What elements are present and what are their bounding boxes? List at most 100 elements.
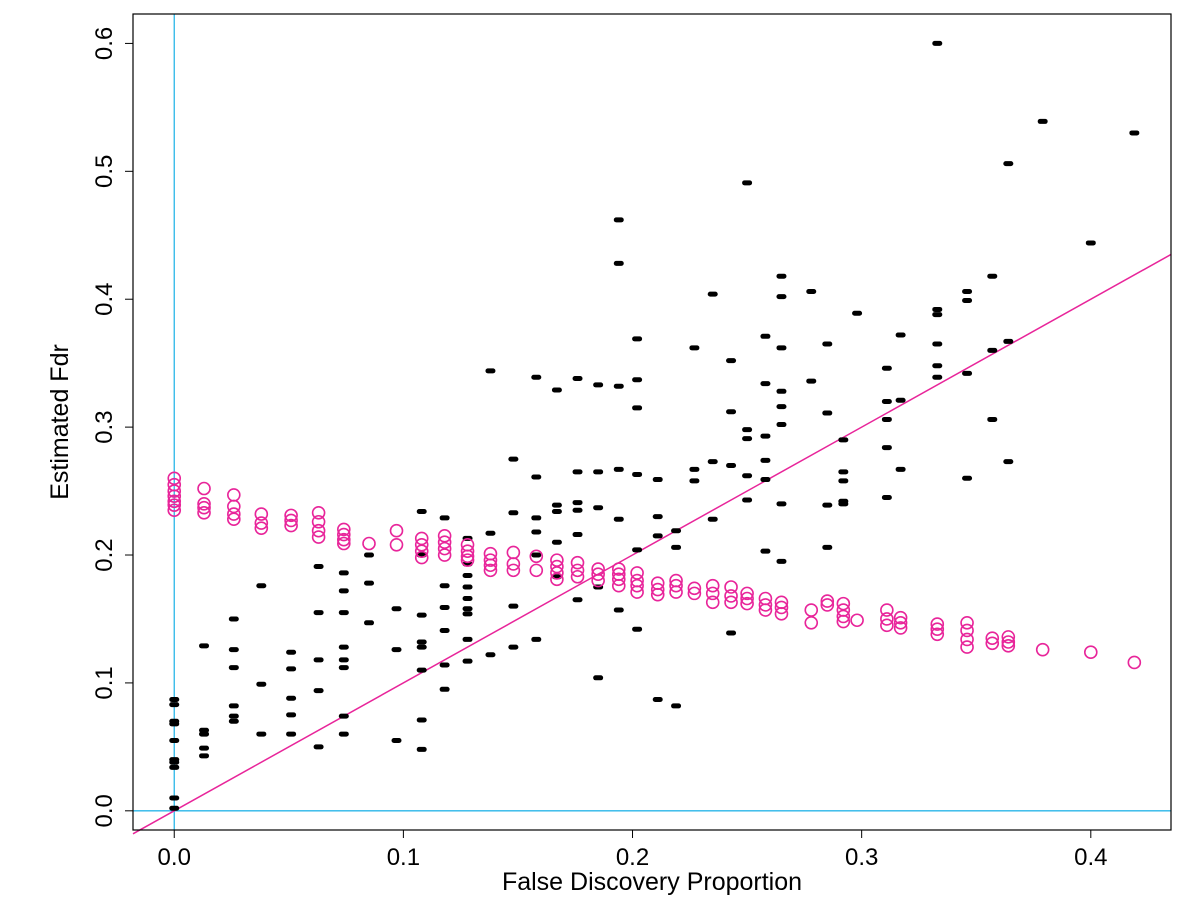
data-point-black [1003, 459, 1014, 465]
data-point-pink [483, 563, 498, 578]
data-point-pink [705, 586, 720, 601]
data-point-black [932, 374, 943, 380]
data-point-black [593, 382, 604, 388]
data-point-black [169, 757, 180, 763]
data-point-pink [1001, 639, 1016, 653]
data-point-black [338, 731, 349, 737]
data-point-black [439, 662, 450, 668]
data-point-black [416, 644, 427, 650]
data-point-pink [724, 595, 738, 610]
data-point-black [286, 731, 297, 737]
data-point-pink [669, 578, 683, 593]
data-point-black [416, 667, 427, 673]
y-axis-label: Estimated Fdr [46, 344, 74, 500]
data-point-black [776, 558, 787, 564]
data-point-pink [740, 596, 754, 611]
data-point-black [726, 409, 737, 415]
data-point-pink [197, 481, 211, 496]
data-point-pink [550, 572, 564, 587]
data-point-pink [227, 512, 241, 527]
data-point-black [462, 611, 473, 617]
data-point-black [169, 697, 180, 703]
data-point-black [760, 333, 771, 339]
data-point-black [256, 583, 267, 589]
data-point-black [838, 469, 849, 475]
data-point-black [364, 552, 375, 558]
data-point-black [508, 510, 519, 516]
data-point-pink [1001, 630, 1016, 644]
data-point-black [169, 737, 180, 743]
data-point-black [256, 731, 267, 737]
data-point-black [895, 466, 906, 472]
data-point-pink [311, 523, 326, 538]
data-point-black [613, 383, 624, 389]
data-point-black [613, 516, 624, 522]
data-point-pink [611, 578, 626, 593]
data-point-black [742, 436, 753, 442]
data-point-pink [705, 578, 720, 593]
data-point-black [671, 703, 682, 709]
data-point-pink [820, 594, 835, 608]
data-point-black [962, 297, 973, 303]
data-point-black [593, 505, 604, 511]
data-point-black [726, 462, 737, 468]
data-point-black [742, 497, 753, 503]
data-point-pink [227, 507, 241, 521]
data-point-black [613, 217, 624, 223]
data-point-black [508, 456, 519, 462]
data-point-black [689, 466, 700, 472]
plot-frame [132, 13, 1172, 831]
data-point-pink [740, 591, 754, 606]
data-point-black [551, 509, 562, 515]
data-point-pink [197, 506, 211, 520]
data-point-black [806, 378, 817, 384]
data-point-black [338, 610, 349, 616]
data-point-black [391, 647, 402, 653]
data-point-pink [774, 600, 789, 615]
data-point-pink [460, 544, 475, 558]
data-point-black [439, 515, 450, 521]
data-point-black [313, 564, 324, 570]
data-point-black [632, 336, 643, 342]
data-point-pink [960, 616, 974, 630]
data-point-pink [1035, 642, 1050, 657]
data-point-black [881, 494, 892, 500]
data-point-black [199, 643, 210, 649]
reference-lines [132, 14, 1172, 835]
data-point-pink [437, 541, 452, 556]
data-point-pink [167, 498, 182, 512]
data-point-pink [197, 497, 211, 511]
data-point-pink [506, 545, 521, 560]
data-point-black [1037, 118, 1048, 124]
data-point-black [338, 657, 349, 663]
data-point-black [485, 530, 496, 536]
diagonal-identity-line [132, 253, 1172, 835]
data-point-black [531, 529, 542, 535]
data-point-pink [804, 603, 819, 617]
data-point-black [632, 626, 643, 632]
data-point-black [462, 584, 473, 590]
y-tick-label: 0.4 [91, 283, 118, 316]
data-point-pink [705, 595, 720, 610]
data-point-black [932, 363, 943, 369]
data-point-black [572, 500, 583, 506]
data-point-pink [337, 536, 351, 551]
data-point-pink [880, 603, 894, 617]
data-point-black [169, 702, 180, 708]
data-point-black [726, 630, 737, 636]
data-point-black [199, 731, 210, 737]
data-point-black [776, 422, 787, 428]
data-point-black [364, 580, 375, 586]
data-point-pink [284, 513, 298, 528]
data-point-black [286, 666, 297, 672]
x-tick-label: 0.3 [845, 844, 878, 871]
data-point-black [632, 471, 643, 477]
data-point-black [760, 433, 771, 439]
data-point-black [822, 544, 833, 550]
data-point-pink [167, 489, 182, 503]
data-point-black [228, 718, 239, 724]
data-point-black [707, 516, 718, 522]
pink-point-series [167, 471, 1142, 670]
data-point-black [531, 552, 542, 558]
data-point-black [551, 539, 562, 545]
